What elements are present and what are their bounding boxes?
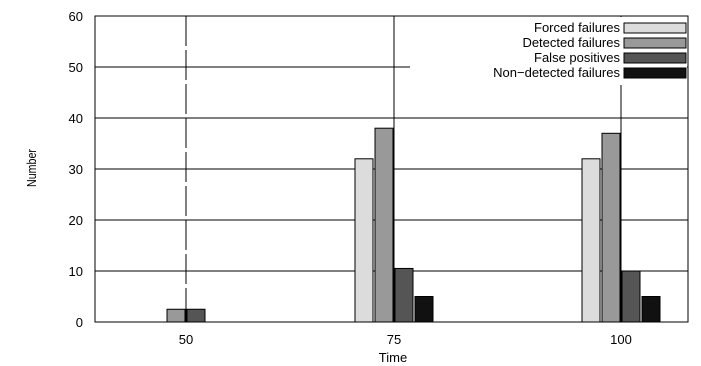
- bar-75-series-0: [354, 158, 374, 323]
- legend-swatch-3: [623, 67, 687, 79]
- bars: [166, 127, 661, 323]
- x-tick-label-50: 50: [179, 332, 193, 347]
- y-tick-label-60: 60: [69, 9, 83, 24]
- legend-label-2: False positives: [534, 50, 620, 65]
- axes: 0 10 20 30 40 50 60 50 75 100: [69, 9, 689, 347]
- legend-label-1: Detected failures: [522, 35, 620, 50]
- legend-label-3: Non−detected failures: [493, 65, 620, 80]
- x-axis-label: Time: [379, 350, 407, 365]
- y-tick-label-50: 50: [69, 60, 83, 75]
- legend-swatch-0: [623, 22, 687, 34]
- bar-50-series-1: [166, 308, 186, 323]
- legend-label-0: Forced failures: [534, 20, 620, 35]
- x-tick-label-100: 100: [610, 332, 632, 347]
- y-tick-label-20: 20: [69, 213, 83, 228]
- legend-swatch-1: [623, 37, 687, 49]
- bar-100-series-1: [601, 132, 621, 323]
- legend-swatch-2: [623, 52, 687, 64]
- bar-75-series-3: [414, 296, 434, 323]
- bar-75-series-2: [394, 267, 414, 323]
- y-tick-label-10: 10: [69, 264, 83, 279]
- y-tick-label-40: 40: [69, 111, 83, 126]
- x-tick-label-75: 75: [387, 332, 401, 347]
- bar-100-series-0: [581, 158, 601, 323]
- bar-75-series-1: [374, 127, 394, 323]
- bar-100-series-3: [641, 296, 661, 323]
- y-tick-label-0: 0: [76, 315, 83, 330]
- y-tick-label-30: 30: [69, 162, 83, 177]
- y-axis-label: Number: [24, 149, 39, 187]
- bar-50-series-2: [186, 308, 206, 323]
- bar-100-series-2: [621, 270, 641, 323]
